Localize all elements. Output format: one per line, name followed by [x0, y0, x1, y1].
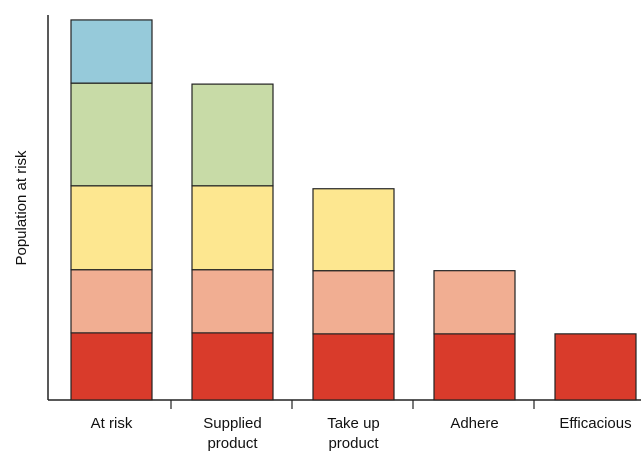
bar-segment-3-3 — [312, 188, 395, 272]
bar-segment-3-1 — [312, 333, 395, 401]
bar-segment-1-3 — [70, 185, 153, 271]
x-ticks — [170, 400, 535, 409]
bars — [70, 19, 637, 401]
bar-segment-4-2 — [433, 270, 516, 335]
x-tick-label-1: At risk — [91, 415, 133, 432]
bar-segment-4-1 — [433, 333, 516, 401]
x-tick-label-2: Supplied product — [203, 415, 261, 452]
bar-segment-2-1 — [191, 332, 274, 401]
bar-segment-1-1 — [70, 332, 153, 401]
bar-segment-1-5 — [70, 19, 153, 84]
bar-segment-1-4 — [70, 82, 153, 187]
bar-segment-1-2 — [70, 269, 153, 334]
bar-segment-3-2 — [312, 270, 395, 335]
x-tick-labels: At risk Supplied product Take up product Adhe… — [91, 415, 632, 452]
y-axis-label: Population at risk — [13, 150, 30, 266]
bar-segment-5-1 — [554, 333, 637, 401]
x-tick-label-5: Efficacious — [559, 415, 631, 432]
bar-segment-2-3 — [191, 185, 274, 271]
bar-segment-2-2 — [191, 269, 274, 334]
x-tick-label-3: Take up product — [327, 415, 380, 452]
bar-segment-2-4 — [191, 83, 274, 187]
x-tick-label-4: Adhere — [450, 415, 498, 432]
